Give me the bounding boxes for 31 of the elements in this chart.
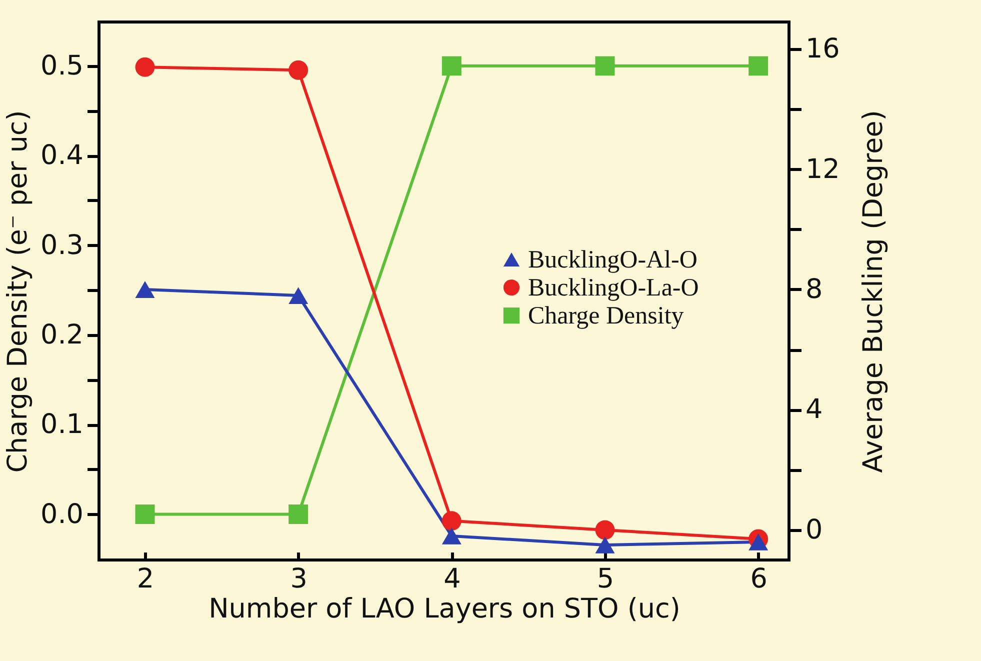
- point: [288, 60, 308, 80]
- y2-tick-label: 4: [806, 394, 823, 426]
- y2-tick-label: 16: [806, 34, 840, 65]
- y2-axis-title: Average Buckling (Degree): [858, 110, 889, 473]
- x-tick-label: 4: [444, 564, 461, 594]
- x-tick-label: 6: [750, 564, 768, 594]
- y2-tick-label: 12: [806, 154, 840, 185]
- point: [595, 520, 615, 540]
- point: [288, 287, 308, 304]
- legend-label: BucklingO-Al-O: [528, 246, 698, 274]
- y-axis-title: Charge Density (e⁻ per uc): [2, 110, 34, 473]
- x-axis-title: Number of LAO Layers on STO (uc): [208, 594, 680, 624]
- y-tick-label: 0.5: [40, 50, 84, 82]
- x-tick-label: 3: [290, 564, 308, 594]
- legend-label: Charge Density: [528, 302, 684, 330]
- point: [748, 534, 768, 550]
- y-tick-label: 0.4: [40, 140, 84, 172]
- point: [442, 528, 462, 544]
- point: [442, 511, 462, 531]
- y-tick-label: 0.0: [40, 498, 84, 530]
- y2-tick-label: 8: [806, 274, 823, 305]
- point: [595, 536, 615, 554]
- y2-tick-label: 0: [806, 514, 823, 546]
- point: [135, 57, 155, 77]
- legend-label: BucklingO-La-O: [528, 274, 699, 302]
- y-tick-label: 0.2: [40, 319, 84, 350]
- x-tick-label: 5: [596, 564, 614, 594]
- y-tick-label: 0.3: [40, 230, 84, 261]
- point: [135, 281, 155, 298]
- x-tick-label: 2: [136, 564, 154, 594]
- y-tick-label: 0.1: [40, 409, 84, 440]
